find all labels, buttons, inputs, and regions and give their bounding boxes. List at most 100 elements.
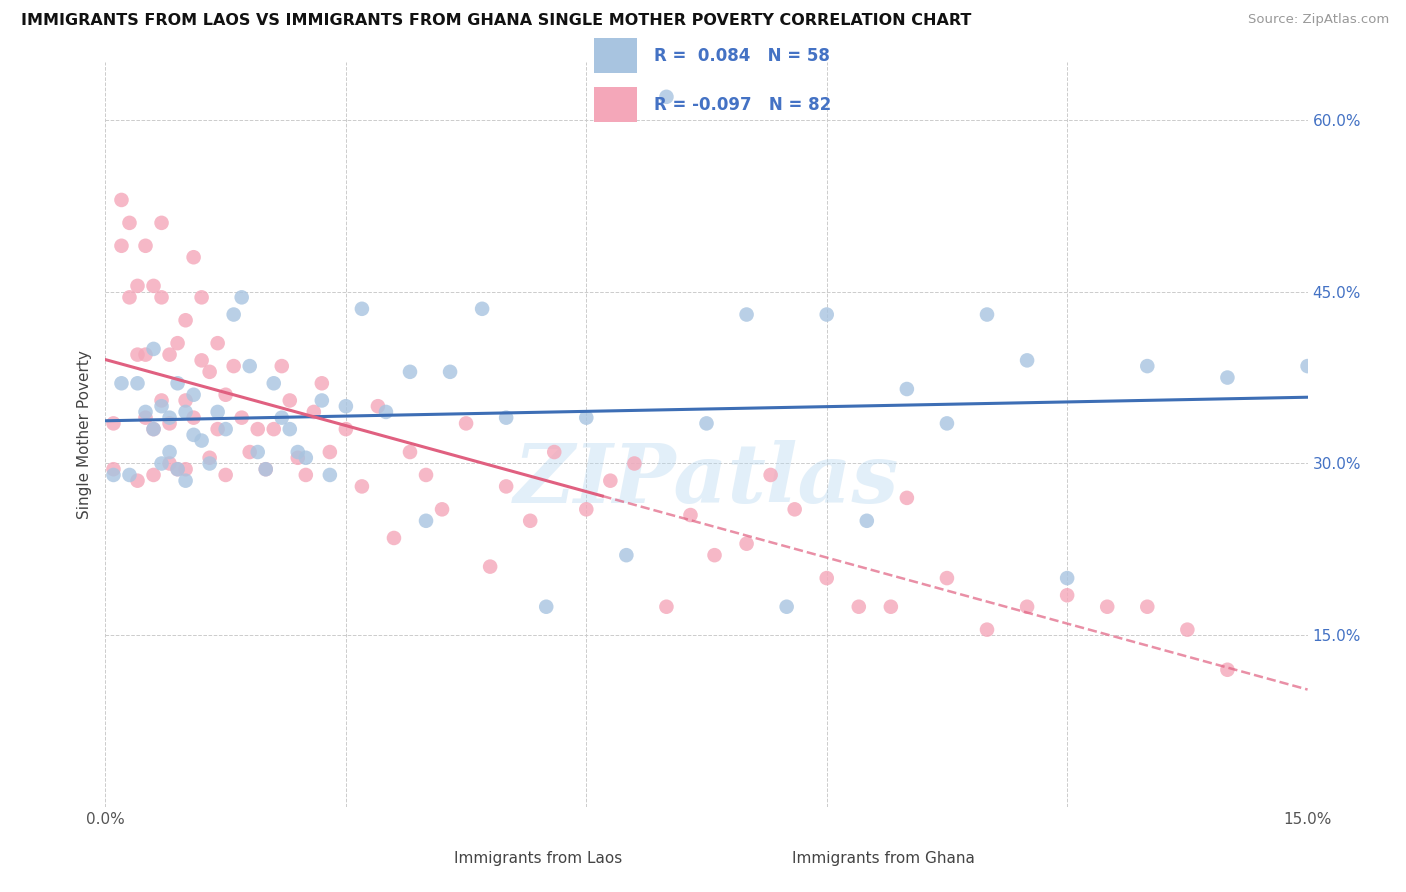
Point — [896, 491, 918, 505]
Point — [159, 417, 181, 431]
Point — [936, 571, 959, 585]
Text: IMMIGRANTS FROM LAOS VS IMMIGRANTS FROM GHANA SINGLE MOTHER POVERTY CORRELATION : IMMIGRANTS FROM LAOS VS IMMIGRANTS FROM … — [21, 13, 972, 29]
Point — [415, 514, 437, 528]
Point — [135, 239, 157, 253]
Point — [190, 434, 212, 448]
Point — [159, 348, 181, 362]
Point — [367, 399, 389, 413]
Point — [287, 445, 309, 459]
Point — [150, 393, 173, 408]
Point — [198, 365, 221, 379]
Point — [479, 559, 502, 574]
Point — [110, 193, 132, 207]
Point — [374, 405, 398, 419]
Point — [166, 462, 188, 476]
Text: Immigrants from Laos: Immigrants from Laos — [454, 851, 623, 865]
Point — [815, 308, 838, 322]
Point — [110, 376, 132, 391]
Point — [623, 457, 645, 471]
Point — [319, 467, 342, 482]
Point — [976, 623, 998, 637]
Point — [575, 410, 598, 425]
Point — [776, 599, 799, 614]
Point — [1056, 571, 1078, 585]
Point — [174, 462, 197, 476]
Point — [439, 365, 461, 379]
Point — [1177, 623, 1199, 637]
Point — [166, 336, 188, 351]
Point — [110, 239, 132, 253]
Point — [759, 467, 782, 482]
Point — [495, 410, 517, 425]
Point — [254, 462, 277, 476]
Point — [382, 531, 405, 545]
Point — [239, 359, 262, 373]
Point — [198, 450, 221, 465]
Point — [880, 599, 903, 614]
Point — [103, 462, 125, 476]
Point — [311, 393, 333, 408]
Point — [142, 279, 165, 293]
Point — [207, 405, 229, 419]
Y-axis label: Single Mother Poverty: Single Mother Poverty — [77, 351, 93, 519]
Point — [142, 422, 165, 436]
Text: ZIPatlas: ZIPatlas — [513, 440, 900, 519]
Point — [399, 365, 422, 379]
Point — [350, 301, 373, 316]
Point — [183, 428, 205, 442]
Point — [519, 514, 541, 528]
Text: Source: ZipAtlas.com: Source: ZipAtlas.com — [1249, 13, 1389, 27]
Point — [295, 467, 318, 482]
Point — [118, 216, 141, 230]
Point — [118, 467, 141, 482]
Point — [335, 399, 357, 413]
Point — [1136, 359, 1159, 373]
Point — [159, 445, 181, 459]
Point — [295, 450, 318, 465]
Text: R =  0.084   N = 58: R = 0.084 N = 58 — [654, 46, 830, 65]
Point — [976, 308, 998, 322]
Point — [1296, 359, 1319, 373]
Point — [150, 216, 173, 230]
Point — [246, 445, 269, 459]
Point — [214, 467, 236, 482]
Point — [1136, 599, 1159, 614]
Point — [703, 548, 725, 562]
Point — [127, 279, 149, 293]
FancyBboxPatch shape — [593, 38, 637, 73]
Point — [174, 313, 197, 327]
Point — [214, 422, 236, 436]
Point — [174, 474, 197, 488]
Point — [166, 376, 188, 391]
Point — [735, 537, 758, 551]
Point — [239, 445, 262, 459]
Text: R = -0.097   N = 82: R = -0.097 N = 82 — [654, 95, 831, 114]
Point — [174, 393, 197, 408]
Point — [430, 502, 453, 516]
Point — [1017, 599, 1039, 614]
Point — [150, 399, 173, 413]
Point — [159, 410, 181, 425]
Point — [183, 410, 205, 425]
Point — [616, 548, 638, 562]
Point — [319, 445, 342, 459]
Point — [415, 467, 437, 482]
Point — [1056, 588, 1078, 602]
Point — [118, 290, 141, 304]
Point — [696, 417, 718, 431]
Point — [231, 290, 253, 304]
Point — [142, 342, 165, 356]
Point — [254, 462, 277, 476]
Point — [350, 479, 373, 493]
Point — [655, 90, 678, 104]
Point — [150, 290, 173, 304]
Point — [222, 308, 245, 322]
Point — [287, 450, 309, 465]
Point — [174, 405, 197, 419]
Point — [198, 457, 221, 471]
Point — [1216, 663, 1239, 677]
Point — [214, 388, 236, 402]
Point — [471, 301, 494, 316]
Point — [142, 422, 165, 436]
Point — [103, 467, 125, 482]
